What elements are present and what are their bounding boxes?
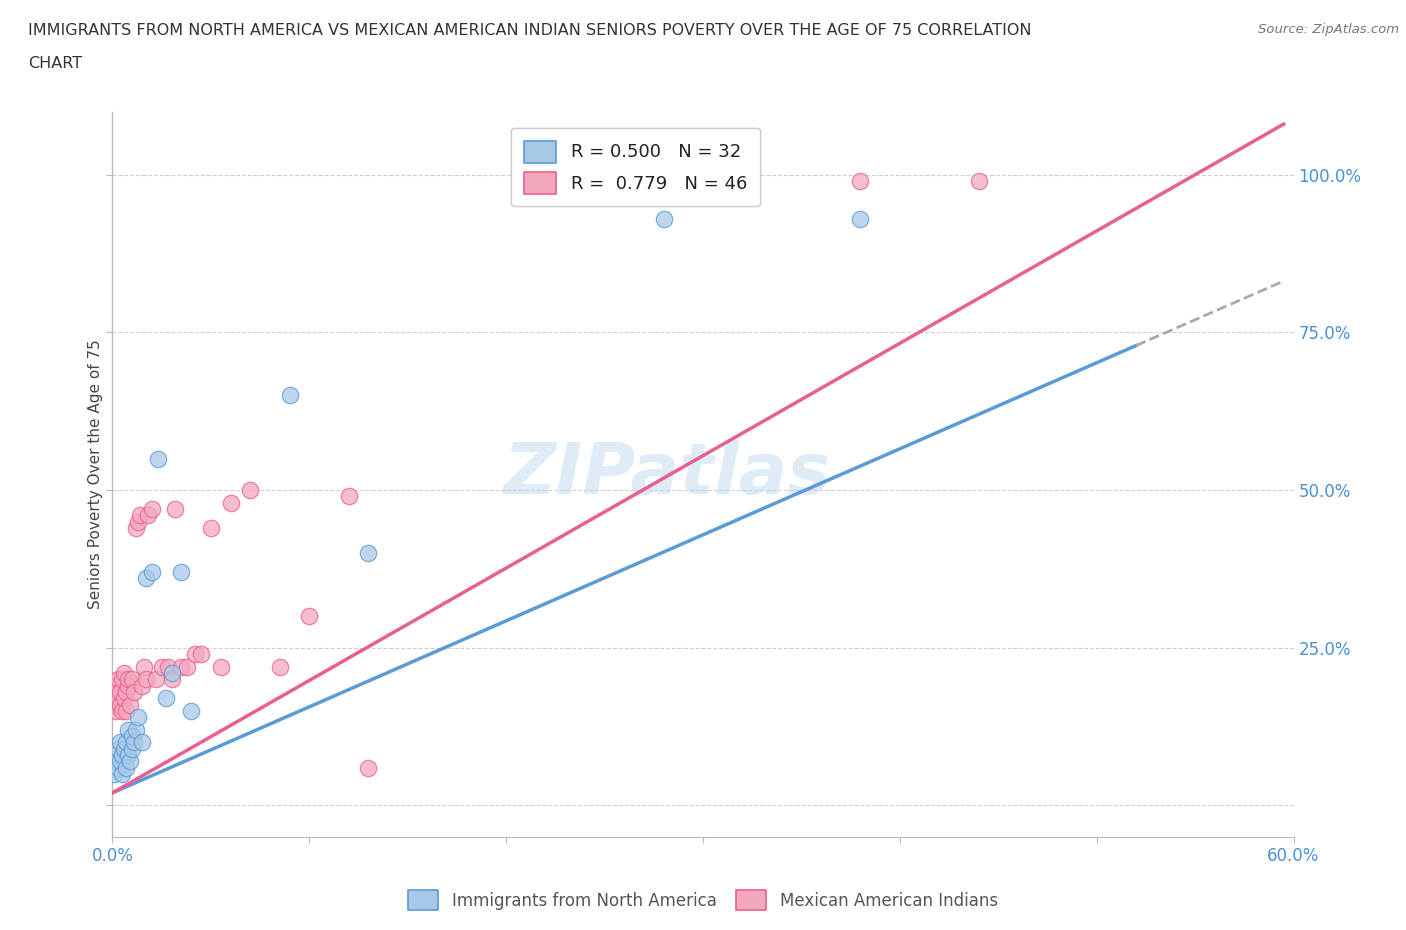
Point — [141, 501, 163, 516]
Point — [170, 565, 193, 579]
Legend: R = 0.500   N = 32, R =  0.779   N = 46: R = 0.500 N = 32, R = 0.779 N = 46 — [512, 128, 759, 206]
Point — [652, 211, 675, 226]
Point — [200, 521, 222, 536]
Point — [239, 483, 262, 498]
Point — [146, 451, 169, 466]
Point — [160, 666, 183, 681]
Point — [115, 684, 138, 699]
Point — [105, 678, 128, 693]
Point — [209, 659, 232, 674]
Point — [337, 489, 360, 504]
Point — [967, 174, 990, 189]
Point — [121, 728, 143, 743]
Point — [127, 514, 149, 529]
Point — [103, 766, 125, 781]
Point — [136, 508, 159, 523]
Point — [105, 703, 128, 718]
Point — [111, 703, 134, 718]
Point — [112, 741, 135, 756]
Point — [176, 659, 198, 674]
Point — [111, 766, 134, 781]
Point — [117, 671, 139, 686]
Point — [269, 659, 291, 674]
Point — [112, 691, 135, 706]
Point — [155, 691, 177, 706]
Point — [298, 609, 321, 624]
Point — [127, 710, 149, 724]
Point — [125, 521, 148, 536]
Point — [105, 754, 128, 769]
Point — [129, 508, 152, 523]
Point — [184, 646, 207, 661]
Point — [111, 748, 134, 763]
Point — [121, 741, 143, 756]
Text: ZIPatlas: ZIPatlas — [503, 440, 831, 509]
Point — [111, 671, 134, 686]
Point — [107, 691, 129, 706]
Text: IMMIGRANTS FROM NORTH AMERICA VS MEXICAN AMERICAN INDIAN SENIORS POVERTY OVER TH: IMMIGRANTS FROM NORTH AMERICA VS MEXICAN… — [28, 23, 1032, 38]
Y-axis label: Seniors Poverty Over the Age of 75: Seniors Poverty Over the Age of 75 — [89, 339, 103, 609]
Point — [120, 698, 142, 712]
Point — [112, 666, 135, 681]
Point — [165, 501, 187, 516]
Point — [117, 748, 139, 763]
Point — [117, 723, 139, 737]
Point — [135, 671, 157, 686]
Point — [357, 760, 380, 775]
Text: CHART: CHART — [28, 56, 82, 71]
Point — [131, 678, 153, 693]
Legend: Immigrants from North America, Mexican American Indians: Immigrants from North America, Mexican A… — [402, 884, 1004, 917]
Point — [150, 659, 173, 674]
Point — [160, 671, 183, 686]
Point — [132, 659, 155, 674]
Point — [107, 760, 129, 775]
Point — [117, 678, 139, 693]
Point — [103, 684, 125, 699]
Point — [122, 735, 145, 750]
Point — [122, 684, 145, 699]
Point — [110, 698, 132, 712]
Point — [115, 760, 138, 775]
Point — [135, 571, 157, 586]
Point — [849, 174, 872, 189]
Point — [121, 671, 143, 686]
Point — [105, 748, 128, 763]
Point — [115, 703, 138, 718]
Point — [278, 388, 301, 403]
Point — [107, 671, 129, 686]
Point — [141, 565, 163, 579]
Point — [131, 735, 153, 750]
Point — [125, 723, 148, 737]
Point — [107, 741, 129, 756]
Point — [219, 496, 242, 511]
Point — [110, 684, 132, 699]
Point — [170, 659, 193, 674]
Point — [180, 703, 202, 718]
Point — [190, 646, 212, 661]
Point — [357, 546, 380, 561]
Text: Source: ZipAtlas.com: Source: ZipAtlas.com — [1258, 23, 1399, 36]
Point — [110, 754, 132, 769]
Point — [849, 211, 872, 226]
Point — [103, 698, 125, 712]
Point — [110, 735, 132, 750]
Point — [145, 671, 167, 686]
Point — [156, 659, 179, 674]
Point — [115, 735, 138, 750]
Point — [120, 754, 142, 769]
